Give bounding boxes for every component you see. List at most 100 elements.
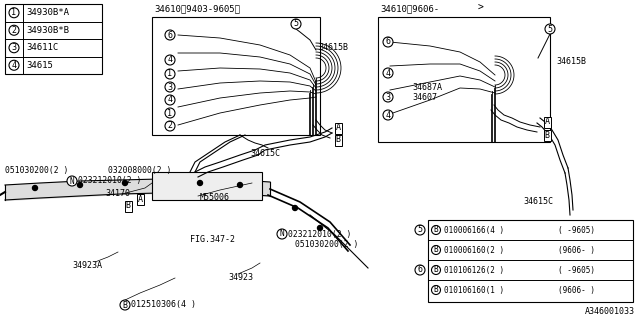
Text: 34923: 34923 — [228, 274, 253, 283]
Text: 3: 3 — [12, 43, 17, 52]
Text: B: B — [125, 202, 131, 211]
Circle shape — [415, 225, 425, 235]
Circle shape — [383, 110, 393, 120]
Text: 032008000(2 ): 032008000(2 ) — [108, 165, 172, 174]
Text: 34610（9606-: 34610（9606- — [380, 4, 439, 13]
Circle shape — [120, 300, 130, 310]
Circle shape — [165, 108, 175, 118]
Text: B: B — [335, 135, 340, 145]
Text: ( -9605): ( -9605) — [558, 226, 595, 235]
Circle shape — [317, 226, 323, 230]
Circle shape — [237, 182, 243, 188]
Text: B: B — [434, 285, 438, 294]
Bar — [428, 220, 633, 302]
Text: 34930B*A: 34930B*A — [26, 8, 69, 17]
Bar — [152, 172, 262, 200]
Text: 4: 4 — [168, 55, 173, 65]
Text: 34607: 34607 — [412, 93, 437, 102]
Circle shape — [165, 55, 175, 65]
Circle shape — [383, 68, 393, 78]
Text: 4: 4 — [385, 68, 390, 77]
Circle shape — [545, 24, 555, 34]
Circle shape — [165, 121, 175, 131]
Text: 2: 2 — [168, 122, 173, 131]
Circle shape — [383, 37, 393, 47]
Text: 34615C: 34615C — [250, 148, 280, 157]
Text: 4: 4 — [168, 95, 173, 105]
Text: (9606- ): (9606- ) — [558, 245, 595, 254]
Text: 34611C: 34611C — [26, 43, 58, 52]
Text: 34615: 34615 — [26, 61, 53, 70]
Circle shape — [415, 265, 425, 275]
Circle shape — [431, 226, 440, 235]
Text: 010106160(1 ): 010106160(1 ) — [444, 285, 504, 294]
Text: 4: 4 — [385, 110, 390, 119]
Text: 6: 6 — [168, 30, 173, 39]
Text: 012510306(4 ): 012510306(4 ) — [131, 300, 196, 309]
Circle shape — [165, 82, 175, 92]
Text: 010006166(4 ): 010006166(4 ) — [444, 226, 504, 235]
Circle shape — [165, 69, 175, 79]
Bar — [5, 4, 102, 74]
Text: 051030200(2 ): 051030200(2 ) — [5, 165, 68, 174]
Text: 4: 4 — [12, 61, 17, 70]
Text: N: N — [280, 229, 284, 238]
Text: 1: 1 — [12, 8, 17, 17]
Circle shape — [9, 25, 19, 35]
Circle shape — [9, 8, 19, 18]
Text: 34615C: 34615C — [523, 197, 553, 206]
Text: M55006: M55006 — [200, 194, 230, 203]
Bar — [152, 17, 320, 135]
Circle shape — [431, 285, 440, 294]
Text: 34930B*B: 34930B*B — [26, 26, 69, 35]
Text: (9606- ): (9606- ) — [558, 285, 595, 294]
Text: 3: 3 — [385, 92, 390, 101]
Text: 1: 1 — [168, 108, 173, 117]
Text: 34615B: 34615B — [556, 58, 586, 67]
Text: 1: 1 — [168, 69, 173, 78]
Text: 5: 5 — [294, 20, 298, 28]
Circle shape — [9, 43, 19, 53]
Text: 5: 5 — [417, 226, 422, 235]
Text: 010006160(2 ): 010006160(2 ) — [444, 245, 504, 254]
Text: B: B — [434, 266, 438, 275]
Circle shape — [198, 180, 202, 186]
Bar — [378, 17, 550, 142]
Text: 34687A: 34687A — [412, 84, 442, 92]
Text: 6: 6 — [385, 37, 390, 46]
Text: B: B — [434, 226, 438, 235]
Text: 34170: 34170 — [105, 189, 130, 198]
Circle shape — [431, 245, 440, 254]
Text: B: B — [122, 300, 127, 309]
Circle shape — [431, 266, 440, 275]
Circle shape — [291, 19, 301, 29]
Text: 010106126(2 ): 010106126(2 ) — [444, 266, 504, 275]
Text: N: N — [70, 177, 74, 186]
Text: A346001033: A346001033 — [585, 308, 635, 316]
Circle shape — [77, 182, 83, 188]
Circle shape — [383, 92, 393, 102]
Text: >: > — [478, 3, 484, 13]
Circle shape — [122, 180, 127, 186]
Text: 023212010(2 ): 023212010(2 ) — [288, 229, 351, 238]
Text: ( -9605): ( -9605) — [558, 266, 595, 275]
Text: FIG.347-2: FIG.347-2 — [190, 236, 235, 244]
Text: A: A — [335, 124, 340, 132]
Text: 2: 2 — [12, 26, 17, 35]
Text: 6: 6 — [417, 266, 422, 275]
Text: 051030200(2 ): 051030200(2 ) — [295, 241, 358, 250]
Text: A: A — [138, 195, 143, 204]
Circle shape — [67, 176, 77, 186]
Text: 34615B: 34615B — [318, 44, 348, 52]
Text: B: B — [434, 245, 438, 254]
Circle shape — [292, 205, 298, 211]
Circle shape — [165, 95, 175, 105]
Text: 34923A: 34923A — [72, 260, 102, 269]
Circle shape — [33, 186, 38, 190]
Circle shape — [277, 229, 287, 239]
Text: 34610（9403-9605）: 34610（9403-9605） — [154, 4, 240, 13]
Circle shape — [165, 30, 175, 40]
Text: 023212010(2 ): 023212010(2 ) — [78, 177, 141, 186]
Text: 3: 3 — [168, 83, 173, 92]
Text: B: B — [545, 131, 550, 140]
